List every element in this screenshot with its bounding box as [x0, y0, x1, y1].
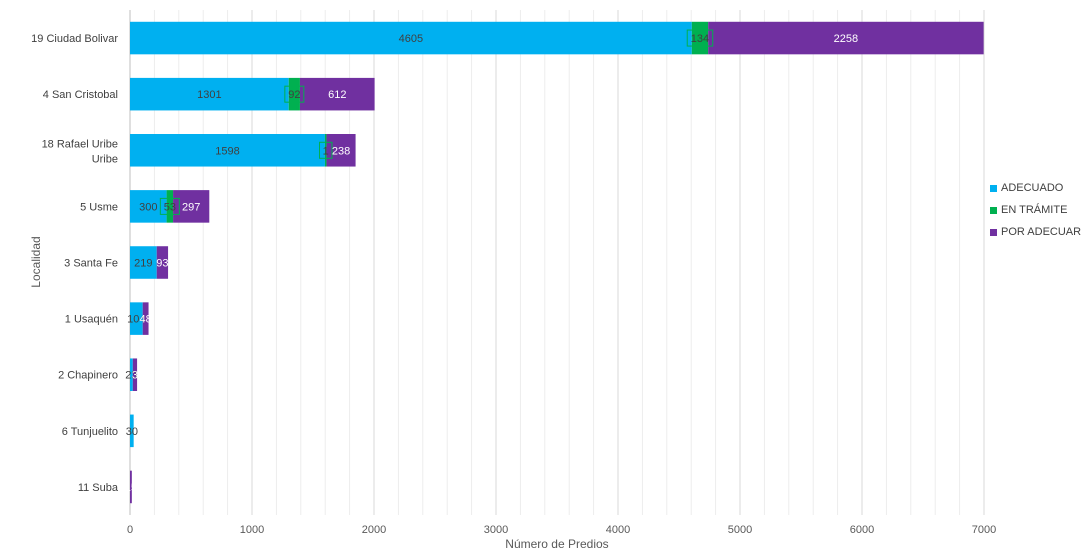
- bar-segment: [288, 77, 300, 111]
- bar-segment: [708, 21, 984, 55]
- legend-item: POR ADECUAR: [990, 221, 1081, 243]
- data-label: 23: [125, 370, 137, 382]
- legend-item: ADECUADO: [990, 177, 1081, 199]
- data-label: 1: [323, 145, 329, 157]
- x-tick-label: 1000: [240, 524, 264, 536]
- category-label: 19 Ciudad Bolivar: [31, 33, 118, 45]
- category-label: 11 Suba: [78, 482, 119, 494]
- legend-swatch-en-tramite: [990, 206, 997, 214]
- data-label: 15: [125, 482, 137, 494]
- data-label: 219: [134, 258, 152, 270]
- bar-segment: [156, 246, 169, 279]
- data-label: 30: [126, 426, 138, 438]
- data-label: 104: [127, 314, 145, 326]
- bar-segment: [130, 77, 289, 111]
- data-label: 53: [164, 201, 176, 213]
- data-label: 48: [139, 314, 151, 326]
- data-label-box: [318, 141, 333, 159]
- category-label: 6 Tunjuelito: [62, 426, 118, 438]
- bar-segment: [130, 358, 133, 391]
- legend-label: POR ADECUAR: [1001, 226, 1082, 238]
- x-tick-label: 7000: [972, 524, 996, 536]
- x-tick-label: 0: [127, 524, 133, 536]
- data-label-box: [284, 85, 305, 103]
- bar-segment: [132, 358, 138, 391]
- data-label-box: [686, 29, 714, 47]
- bar-segment: [130, 470, 132, 504]
- x-tick-label: 6000: [850, 524, 874, 536]
- x-tick-label: 5000: [728, 524, 752, 536]
- legend: ADECUADO EN TRÁMITE POR ADECUAR: [990, 177, 1081, 243]
- data-label-box: [159, 197, 180, 215]
- category-label: 1 Usaquén: [65, 314, 118, 326]
- bar-segment: [130, 414, 134, 448]
- x-tick-label: 4000: [606, 524, 630, 536]
- data-label: 238: [332, 145, 350, 157]
- bar-segment: [326, 134, 356, 167]
- x-tick-labels: 0 1000 2000 3000 4000 5000 6000 7000: [127, 524, 996, 536]
- category-labels: 19 Ciudad Bolivar 4 San Cristobal 18 Rafae…: [31, 33, 119, 494]
- x-tick-label: 3000: [484, 524, 508, 536]
- bar-segment: [130, 21, 692, 55]
- data-labels: 4605 134 2258 1301 92 612 1598 1 238 300 53 297 219 9…: [125, 29, 858, 494]
- bars: [130, 21, 984, 504]
- category-label: 18 Rafael Uribe Uribe: [42, 138, 118, 165]
- bar-segment: [166, 190, 174, 223]
- legend-swatch-adecuado: [990, 184, 997, 192]
- bar-segment: [299, 77, 375, 111]
- data-label: 612: [328, 89, 346, 101]
- x-axis-title: Número de Predios: [505, 537, 608, 551]
- bar-segment: [130, 246, 157, 279]
- data-label: 1598: [215, 145, 239, 157]
- bar-segment: [130, 134, 325, 167]
- data-label: 93: [156, 258, 168, 270]
- bar-segment: [142, 302, 149, 335]
- category-label: 3 Santa Fe: [64, 258, 118, 270]
- bar-segment: [130, 302, 143, 335]
- y-axis-title: Localidad: [29, 236, 43, 287]
- data-label: 300: [139, 201, 157, 213]
- category-label: 2 Chapinero: [58, 370, 118, 382]
- category-label: 4 San Cristobal: [43, 89, 118, 101]
- bar-segment: [324, 134, 327, 167]
- category-label: 5 Usme: [80, 201, 118, 213]
- data-label: 134: [691, 33, 709, 45]
- data-label: 1301: [197, 89, 221, 101]
- data-label: 4605: [399, 33, 423, 45]
- data-label: 3: [132, 370, 138, 382]
- data-label: 92: [288, 89, 300, 101]
- legend-item: EN TRÁMITE: [990, 199, 1081, 221]
- data-label: 297: [182, 201, 200, 213]
- legend-label: EN TRÁMITE: [1001, 204, 1068, 216]
- legend-label: ADECUADO: [1001, 182, 1064, 194]
- x-tick-label: 2000: [362, 524, 386, 536]
- data-label: 2258: [834, 33, 858, 45]
- legend-swatch-por-adecuar: [990, 228, 997, 236]
